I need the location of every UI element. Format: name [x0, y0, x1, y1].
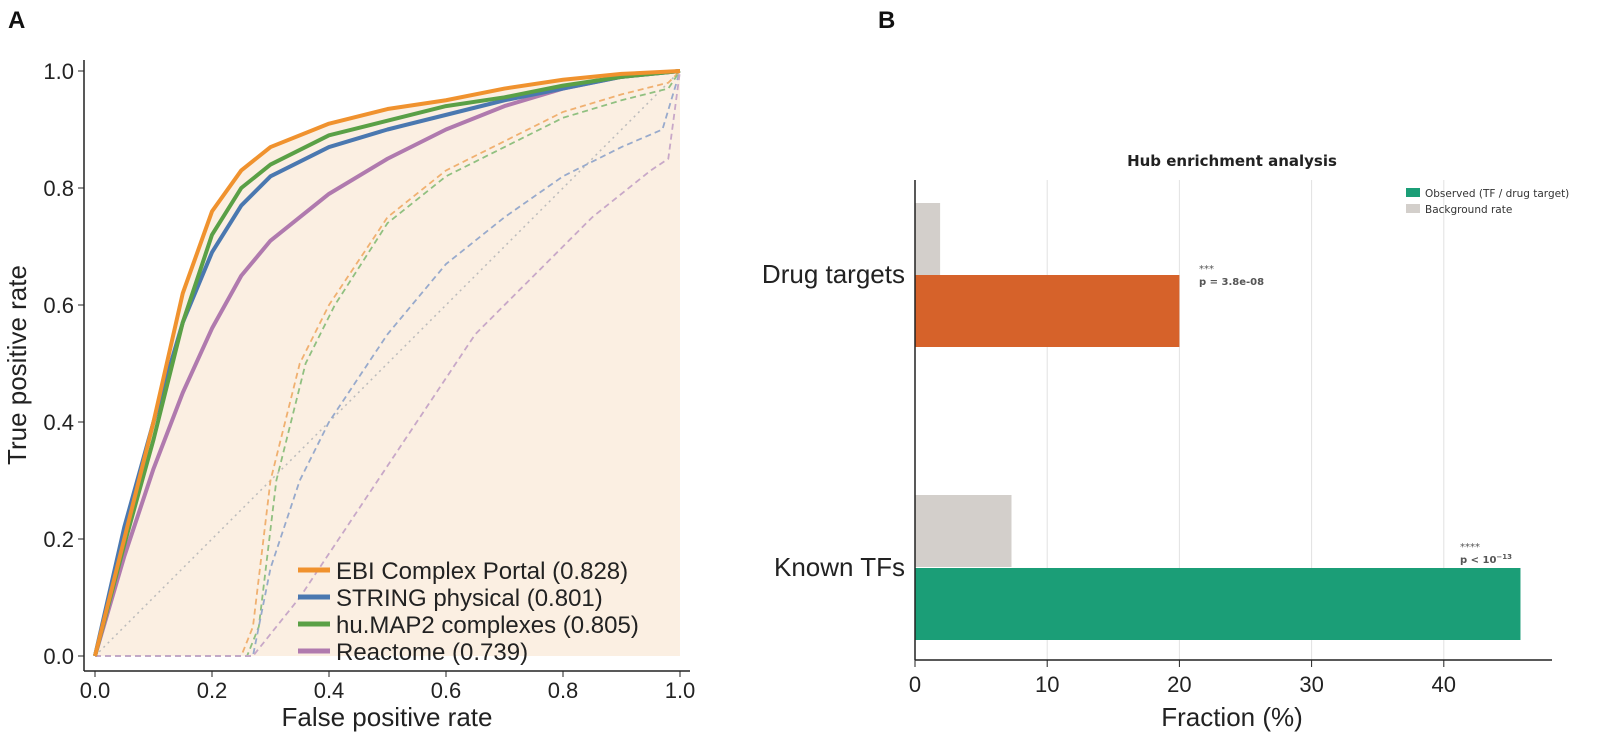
- auc-fill: [95, 71, 680, 656]
- roc-curve-2: [93, 69, 681, 657]
- background-bar: [915, 495, 1012, 567]
- null-curve-1: [95, 70, 681, 657]
- panel-label-b: B: [878, 7, 895, 34]
- y-tick-label: 0.4: [43, 410, 74, 435]
- x-axis-label: Fraction (%): [1161, 702, 1303, 732]
- legend-swatch: [1406, 188, 1420, 197]
- roc-chart: 0.0 0.2 0.4 0.6 0.8 1.0 0.0 0.2 0.4 0.6 0.8 1.0 Fals…: [2, 59, 695, 732]
- legend-label: STRING physical (0.801): [336, 585, 603, 612]
- roc-curve-0: [93, 69, 681, 657]
- p-value-text: p = 3.8e-08: [1199, 277, 1264, 288]
- legend-label: Observed (TF / drug target): [1425, 188, 1569, 200]
- x-axis-label: False positive rate: [282, 702, 493, 732]
- x-tick-label: 0.6: [431, 678, 462, 703]
- y-tick-label: 0.6: [43, 293, 74, 318]
- y-tick-label: 0.8: [43, 176, 74, 201]
- chart-title: Hub enrichment analysis: [1127, 152, 1337, 170]
- p-value: p < 10−13: [1460, 553, 1512, 566]
- category-label: Known TFs: [774, 552, 905, 582]
- legend-label: hu.MAP2 complexes (0.805): [336, 612, 639, 639]
- x-tick-label: 0.8: [548, 678, 579, 703]
- legend-swatch: [1406, 204, 1420, 213]
- hub-enrichment-chart: Hub enrichment analysis 0 10 20 30 40 Drug tar…: [762, 152, 1569, 732]
- null-curve-0: [95, 70, 681, 657]
- y-tick-label: 1.0: [43, 59, 74, 84]
- legend-label: EBI Complex Portal (0.828): [336, 558, 628, 585]
- observed-bar: [915, 568, 1521, 640]
- significance-stars: ****: [1460, 542, 1480, 553]
- panel-label-a: A: [8, 7, 25, 34]
- null-curve-2: [95, 70, 681, 657]
- x-tick-label: 0: [909, 672, 921, 697]
- category-label: Drug targets: [762, 259, 905, 289]
- observed-bar: [915, 275, 1180, 347]
- significance-stars: ***: [1199, 264, 1214, 275]
- x-tick-label: 10: [1035, 672, 1059, 697]
- legend-label: Background rate: [1425, 204, 1512, 216]
- p-value-exponent: −13: [1496, 553, 1512, 561]
- legend-label: Reactome (0.739): [336, 639, 528, 666]
- x-tick-label: 40: [1432, 672, 1456, 697]
- background-bar: [915, 203, 941, 275]
- x-tick-label: 30: [1299, 672, 1323, 697]
- x-tick-label: 1.0: [665, 678, 696, 703]
- y-tick-label: 0.0: [43, 644, 74, 669]
- p-value: p = 3.8e-08: [1199, 277, 1264, 288]
- p-value-text: p < 10: [1460, 555, 1496, 566]
- x-tick-label: 0.2: [197, 678, 228, 703]
- x-tick-label: 20: [1167, 672, 1191, 697]
- x-tick-label: 0.0: [80, 678, 111, 703]
- y-tick-label: 0.2: [43, 527, 74, 552]
- x-tick-label: 0.4: [314, 678, 345, 703]
- y-axis-label: True positive rate: [2, 265, 32, 465]
